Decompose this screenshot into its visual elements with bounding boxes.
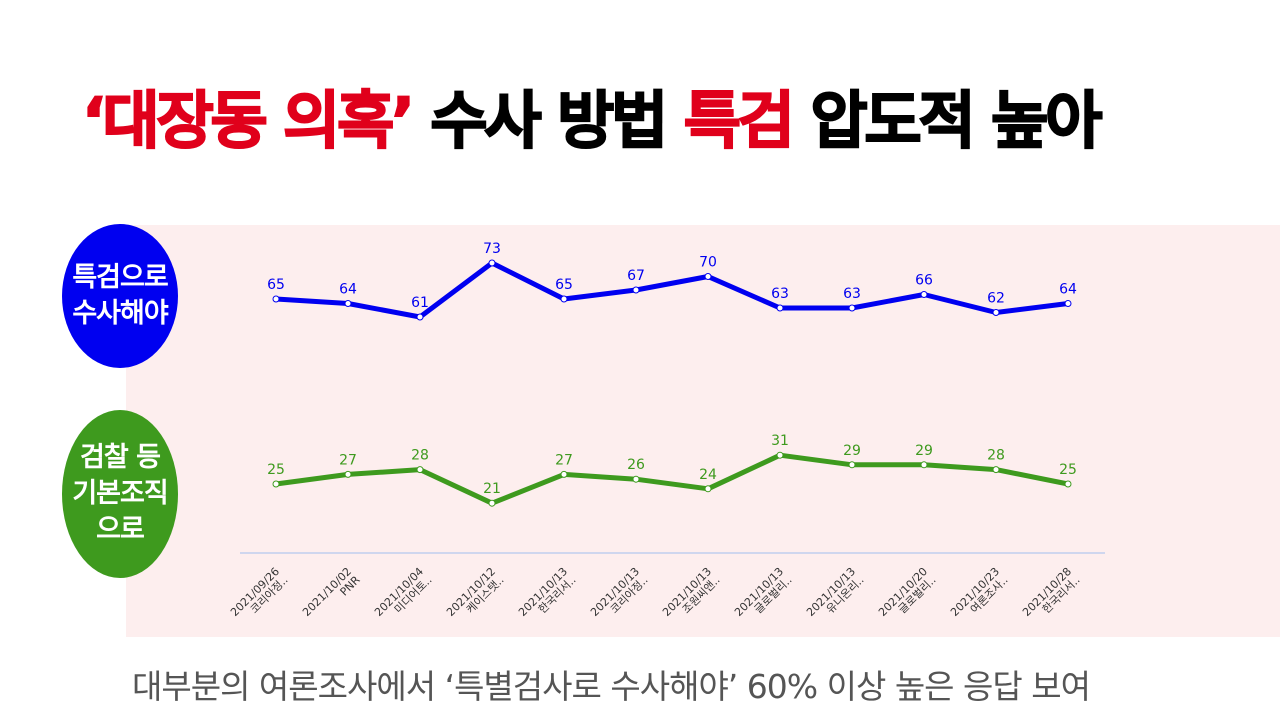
- data-point: [560, 470, 568, 478]
- data-point: [776, 451, 784, 459]
- data-point: [272, 480, 280, 488]
- legend-label: 검찰 등 기본조직 으로: [72, 442, 168, 545]
- data-point: [704, 273, 712, 280]
- series-line: [275, 452, 1069, 506]
- data-point: [344, 470, 352, 478]
- data-label: 70: [699, 255, 717, 271]
- data-label: 31: [771, 433, 789, 449]
- subtitle: 대부분의 여론조사에서 ‘특별검사로 수사해야’ 60% 이상 높은 응답 보여: [132, 667, 1091, 706]
- data-point: [776, 304, 784, 312]
- data-point: [704, 485, 712, 493]
- data-point: [632, 286, 640, 294]
- series-line: [275, 260, 1069, 320]
- legend-label: 특검으로 수사해야: [72, 262, 168, 329]
- data-point: [416, 466, 424, 474]
- data-label: 67: [627, 268, 645, 284]
- data-label: 25: [267, 462, 285, 478]
- data-point: [992, 309, 1000, 316]
- data-point: [344, 300, 352, 307]
- title-text: 압도적 높아: [791, 83, 1103, 158]
- data-label: 66: [915, 273, 933, 289]
- data-point: [488, 499, 496, 507]
- data-label: 63: [771, 286, 789, 302]
- chart-background: [126, 225, 1280, 637]
- data-point: [848, 461, 856, 469]
- data-label: 26: [627, 457, 645, 473]
- data-label: 65: [555, 277, 573, 293]
- data-label: 29: [915, 443, 933, 459]
- page-title: ‘대장동 의혹’ 수사 방법 특검 압도적 높아: [81, 70, 1103, 160]
- data-label: 27: [339, 452, 357, 468]
- data-point: [632, 475, 640, 483]
- data-point: [560, 295, 568, 303]
- data-point: [416, 313, 424, 321]
- data-point: [920, 461, 928, 469]
- data-label: 73: [483, 241, 501, 257]
- data-point: [1064, 300, 1072, 307]
- data-label: 25: [1059, 462, 1077, 478]
- data-point: [920, 291, 928, 298]
- data-label: 28: [411, 448, 429, 464]
- data-point: [992, 466, 1000, 474]
- data-point: [848, 304, 856, 312]
- data-label: 62: [987, 291, 1005, 307]
- data-point: [272, 295, 280, 303]
- data-label: 65: [267, 277, 285, 293]
- data-label: 63: [843, 286, 861, 302]
- data-label: 21: [483, 481, 501, 497]
- title-highlight: ‘대장동 의혹’: [81, 83, 416, 158]
- data-label: 61: [411, 295, 429, 311]
- data-label: 27: [555, 452, 573, 468]
- data-label: 64: [1059, 282, 1077, 298]
- data-label: 29: [843, 443, 861, 459]
- legend-badge-regular: 검찰 등 기본조직 으로: [62, 410, 178, 578]
- data-point: [1064, 480, 1072, 488]
- title-highlight: 특검: [683, 83, 796, 158]
- data-label: 28: [987, 448, 1005, 464]
- legend-badge-special: 특검으로 수사해야: [62, 224, 178, 368]
- title-text: 수사 방법: [411, 83, 684, 158]
- data-label: 64: [339, 282, 357, 298]
- data-label: 24: [699, 467, 717, 483]
- data-point: [488, 259, 496, 267]
